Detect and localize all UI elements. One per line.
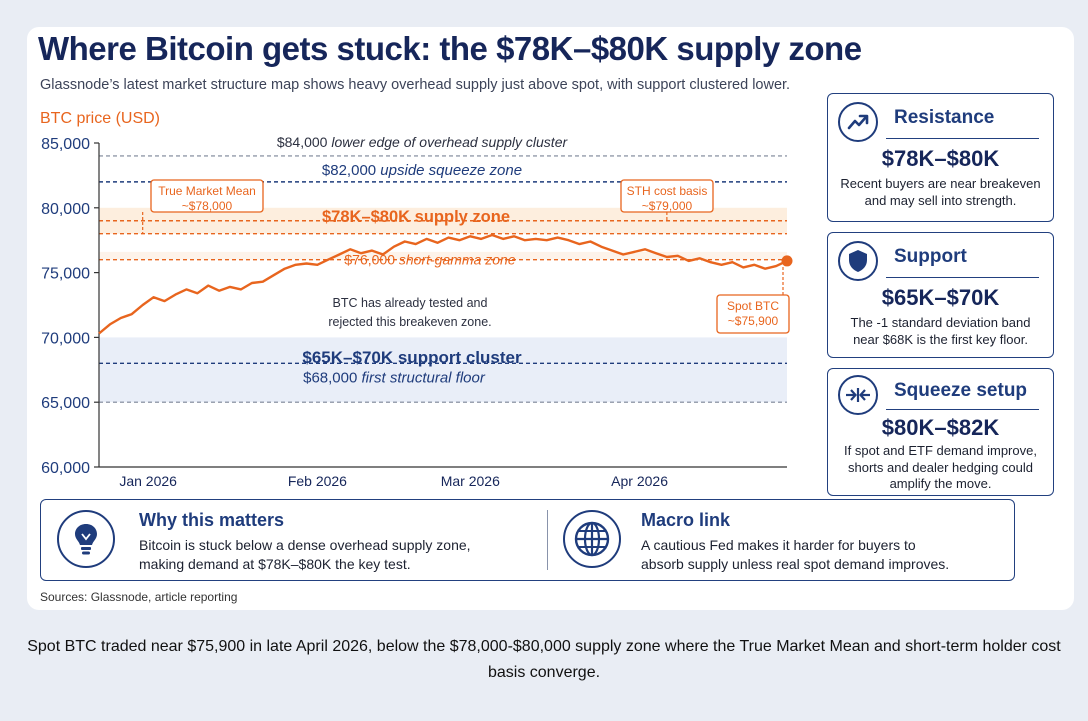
x-tick-label: Jan 2026 [119, 473, 177, 489]
annotation-text: rejected this breakeven zone. [328, 315, 491, 329]
y-tick-label: 85,000 [41, 136, 90, 153]
reference-label-68000: $68,000 first structural floor [303, 369, 486, 386]
sources-note: Sources: Glassnode, article reporting [40, 590, 238, 604]
reference-label-84000: $84,000 lower edge of overhead supply cl… [277, 134, 569, 150]
btc-price-line [98, 233, 788, 335]
squeeze-range: $80K–$82K [881, 415, 1000, 440]
spot-btc-callout-label: Spot BTC [727, 299, 779, 313]
y-tick-label: 80,000 [41, 201, 90, 218]
reference-label-76000: $76,000 short-gamma zone [344, 252, 515, 268]
y-tick-label: 65,000 [41, 395, 90, 412]
y-tick-label: 75,000 [41, 266, 90, 283]
spot-btc-dot [781, 255, 793, 267]
squeeze-heading: Squeeze setup [894, 380, 1028, 401]
macro-heading: Macro link [641, 510, 731, 530]
supply-zone-label: $78K–$80K supply zone [322, 208, 510, 226]
sth-cost-basis-callout-value: ~$79,000 [642, 199, 693, 213]
y-tick-label: 60,000 [41, 460, 90, 477]
lightbulb-icon [57, 510, 115, 568]
divider [886, 138, 1039, 139]
support-box: Support $65K–$70K The -1 standard deviat… [827, 232, 1054, 358]
squeeze-box: Squeeze setup $80K–$82K If spot and ETF … [827, 368, 1054, 496]
annotation-text: BTC has already tested and [333, 296, 488, 310]
support-cluster-label: $65K–$70K support cluster [302, 348, 522, 367]
chart-subtitle: Glassnode’s latest market structure map … [40, 77, 791, 93]
support-description: The -1 standard deviation band near $68K… [850, 315, 1031, 347]
true-market-mean-callout-box [150, 179, 264, 213]
y-axis-label: BTC price (USD) [40, 110, 160, 127]
true-market-mean-callout-label: True Market Mean [158, 184, 256, 198]
trend-up-icon [838, 102, 878, 142]
spot-btc-callout-box [716, 294, 790, 334]
spot-btc-callout-value: ~$75,900 [728, 314, 779, 328]
x-tick-label: Apr 2026 [611, 473, 668, 489]
x-tick-label: Mar 2026 [441, 473, 500, 489]
squeeze-description: If spot and ETF demand improve, shorts a… [844, 443, 1037, 491]
support-range: $65K–$70K [881, 285, 1000, 310]
why-heading: Why this matters [139, 510, 285, 530]
zone-band-2 [99, 337, 787, 403]
sth-cost-basis-callout-label: STH cost basis [627, 184, 708, 198]
macro-text: A cautious Fed makes it harder for buyer… [641, 537, 950, 572]
globe-icon [563, 510, 621, 568]
short-gamma-band [99, 251, 787, 260]
y-tick-label: 70,000 [41, 330, 90, 347]
divider [547, 510, 548, 570]
why-text: Bitcoin is stuck below a dense overhead … [139, 537, 471, 572]
shield-icon [838, 241, 878, 281]
squeeze-arrows-icon [838, 375, 878, 415]
support-heading: Support [894, 246, 967, 267]
figure-caption: Spot BTC traded near $75,900 in late Apr… [27, 638, 1061, 681]
context-box: Why this matters Bitcoin is stuck below … [40, 499, 1015, 581]
chart-title: Where Bitcoin gets stuck: the $78K–$80K … [38, 30, 862, 67]
x-tick-label: Feb 2026 [288, 473, 347, 489]
resistance-heading: Resistance [894, 107, 995, 128]
divider [886, 277, 1039, 278]
resistance-description: Recent buyers are near breakeven and may… [840, 176, 1041, 208]
resistance-range: $78K–$80K [881, 146, 1000, 171]
true-market-mean-callout-value: ~$78,000 [182, 199, 233, 213]
reference-label-82000: $82,000 upside squeeze zone [322, 162, 522, 179]
resistance-box: Resistance $78K–$80K Recent buyers are n… [827, 93, 1054, 222]
divider [886, 409, 1039, 410]
